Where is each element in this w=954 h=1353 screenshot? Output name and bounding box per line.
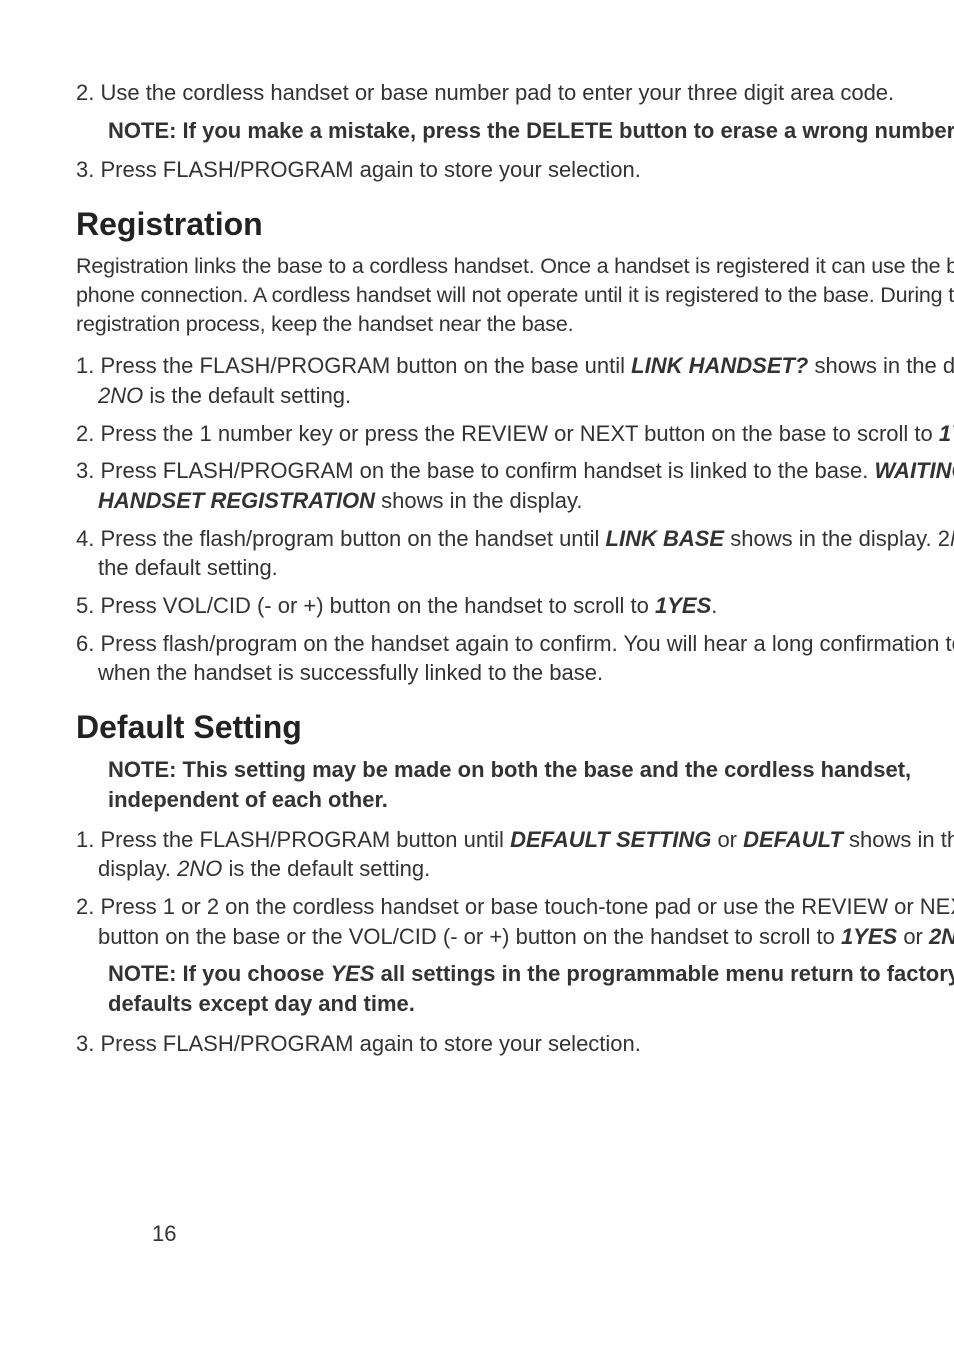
term-2no: 2NO (929, 924, 954, 949)
default-note-2: NOTE: If you choose YES all settings in … (108, 959, 954, 1018)
registration-step-2: 2. Press the 1 number key or press the R… (76, 419, 954, 449)
term-default: DEFAULT (743, 827, 843, 852)
default-step-2: 2. Press 1 or 2 on the cordless handset … (76, 892, 954, 951)
term-yes: YES (330, 961, 374, 986)
text: shows in the display. 2 (724, 526, 950, 551)
term-1yes: 1YES (939, 421, 954, 446)
text: shows in the display. (808, 353, 954, 378)
text: 1. Press the FLASH/PROGRAM button on the… (76, 353, 631, 378)
text: NOTE: If you choose (108, 961, 330, 986)
text: 5. Press VOL/CID (- or +) button on the … (76, 593, 655, 618)
default-note-1: NOTE: This setting may be made on both t… (108, 755, 954, 814)
page-number: 16 (152, 1219, 176, 1249)
registration-intro: Registration links the base to a cordles… (76, 252, 954, 339)
term-1yes: 1YES (841, 924, 897, 949)
text: 2. Press the 1 number key or press the R… (76, 421, 939, 446)
default-step-1: 1. Press the FLASH/PROGRAM button until … (76, 825, 954, 884)
text: shows in the display. (375, 488, 582, 513)
text: 4. Press the flash/program button on the… (76, 526, 606, 551)
text: or (897, 924, 929, 949)
default-setting-heading: Default Setting (76, 706, 954, 749)
registration-step-4: 4. Press the flash/program button on the… (76, 524, 954, 583)
registration-step-6: 6. Press flash/program on the handset ag… (76, 629, 954, 688)
top-step-3: 3. Press FLASH/PROGRAM again to store yo… (76, 155, 954, 185)
registration-step-1: 1. Press the FLASH/PROGRAM button on the… (76, 351, 954, 410)
text: or (711, 827, 743, 852)
text: 1. Press the FLASH/PROGRAM button until (76, 827, 510, 852)
term-no: NO (950, 526, 954, 551)
term-2no: 2NO (177, 856, 222, 881)
registration-step-5: 5. Press VOL/CID (- or +) button on the … (76, 591, 954, 621)
text: . (711, 593, 717, 618)
text: 3. Press FLASH/PROGRAM on the base to co… (76, 458, 875, 483)
term-link-base: LINK BASE (606, 526, 725, 551)
term-1yes: 1YES (655, 593, 711, 618)
page-container: 2. Use the cordless handset or base numb… (76, 78, 954, 1293)
text: 2. Press 1 or 2 on the cordless handset … (76, 894, 954, 949)
default-step-3: 3. Press FLASH/PROGRAM again to store yo… (76, 1029, 954, 1059)
term-default-setting: DEFAULT SETTING (510, 827, 711, 852)
term-link-handset: LINK HANDSET? (631, 353, 808, 378)
text: is the default setting. (143, 383, 351, 408)
registration-step-3: 3. Press FLASH/PROGRAM on the base to co… (76, 456, 954, 515)
top-step-2: 2. Use the cordless handset or base numb… (76, 78, 954, 108)
text: is the default setting. (222, 856, 430, 881)
top-note: NOTE: If you make a mistake, press the D… (108, 116, 954, 146)
registration-heading: Registration (76, 203, 954, 246)
term-2no: 2NO (98, 383, 143, 408)
